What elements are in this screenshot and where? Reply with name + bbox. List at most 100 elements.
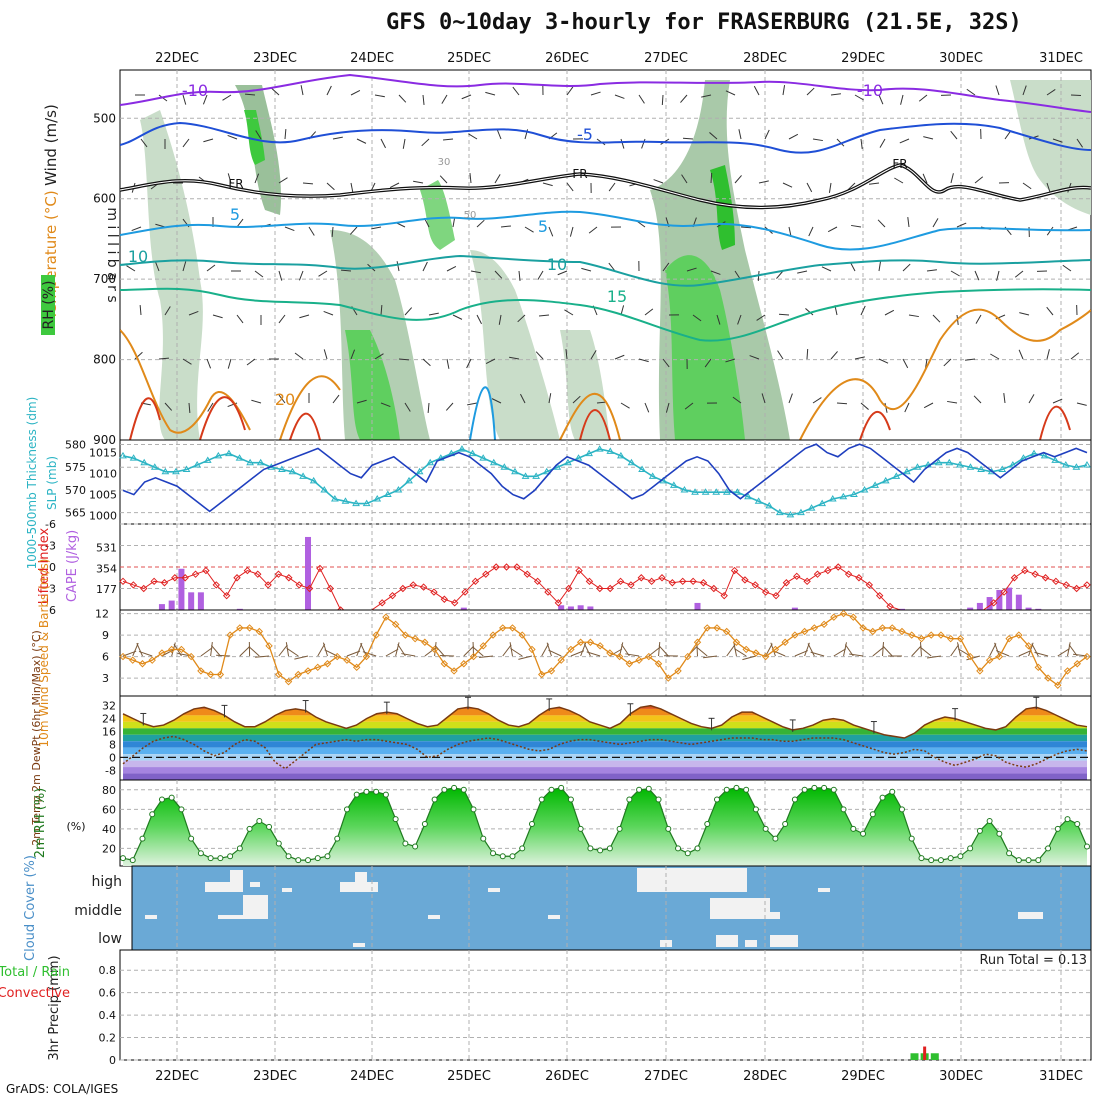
humidity-area <box>120 784 1090 866</box>
wind-speed-point <box>898 627 906 636</box>
thickness-tick-label: 575 <box>65 461 86 474</box>
thickness-tick-label: 565 <box>65 507 86 520</box>
cloud-cover-panel: high middle low Cloud Cover (%) <box>23 855 1092 961</box>
humidity-point <box>587 845 594 852</box>
thickness-point <box>797 508 805 516</box>
wind-barb <box>498 314 502 325</box>
surface-wind-barb <box>317 643 326 657</box>
lifted-index-point <box>741 576 749 584</box>
surface-wind-barb <box>911 645 922 657</box>
surface-wind-barb <box>434 642 437 657</box>
slp-line <box>122 443 1088 513</box>
wind-barb <box>581 267 592 272</box>
thickness-point <box>564 458 572 466</box>
wind-barb <box>452 217 456 228</box>
surface-wind-barb <box>385 648 399 657</box>
lifted-index-point <box>772 591 780 600</box>
wind-speed-point <box>129 656 137 664</box>
surface-wind-barb <box>726 644 736 657</box>
thickness-point <box>479 454 488 461</box>
cape-tick-label: 177 <box>96 583 117 596</box>
cape-axis-label: CAPE (J/kg) <box>65 530 80 602</box>
lifted-index-point <box>813 570 822 578</box>
thickness-point <box>786 510 795 518</box>
temperature-contour-label: 20 <box>275 390 295 409</box>
wind-barb <box>740 226 752 229</box>
wind-speed-point <box>430 645 439 654</box>
humidity-point <box>1015 857 1022 864</box>
humidity-point <box>1006 850 1013 857</box>
temperature-contour-label: 10 <box>547 255 567 274</box>
wind-barb <box>254 270 264 278</box>
thickness-point <box>193 461 202 468</box>
lifted-index-tick-label: 3 <box>49 583 56 596</box>
wind-speed-point <box>1054 681 1062 689</box>
wind-barb <box>518 270 521 281</box>
date-label-top: 28DEC <box>743 51 787 66</box>
surface-wind-barb <box>216 654 231 657</box>
thickness-point <box>352 499 360 507</box>
wind-barb <box>638 94 645 104</box>
upper-air-side-labels: Wind (m/s) Temperature (°C) RH (%) <box>41 104 60 335</box>
temperature-band <box>123 728 1087 735</box>
surface-wind-barb <box>920 646 932 657</box>
humidity-point <box>373 788 380 795</box>
thickness-tick-label: 580 <box>65 439 86 452</box>
date-label-bottom: 27DEC <box>644 1069 688 1084</box>
temperature-contours <box>120 73 1091 440</box>
humidity-point <box>499 853 506 860</box>
wind-barb <box>517 314 526 323</box>
lifted-index-point <box>233 574 241 582</box>
humidity-point <box>713 796 720 803</box>
wind-speed-point <box>956 634 965 643</box>
thickness-point <box>309 476 318 484</box>
surface-wind-barb <box>950 644 960 657</box>
wind-speed-point <box>479 642 487 650</box>
lifted-index-point <box>1021 566 1029 575</box>
humidity-tick-label: 80 <box>102 784 116 797</box>
surface-wind-barb <box>609 648 623 657</box>
humidity-point <box>782 820 789 827</box>
surface-wind-barb <box>541 643 549 657</box>
lifted-index-point <box>430 588 438 596</box>
temperature-band <box>123 734 1087 742</box>
wind-barb <box>701 94 712 98</box>
humidity-point <box>490 850 497 857</box>
humidity-point <box>889 788 896 795</box>
wind-barb <box>207 402 214 412</box>
humidity-point <box>1045 845 1052 852</box>
lifted-index-cape-panel: -6 -3 0 3 6 531 354 177 Lifted Index CAPE (J/kg… <box>37 518 1092 617</box>
precip-legend-total: Total / Rain <box>0 965 70 980</box>
thickness-point <box>871 481 880 488</box>
wind-barb <box>860 305 866 316</box>
surface-wind-barb <box>966 655 981 661</box>
wind-speed-point <box>771 645 780 654</box>
humidity-point <box>285 853 292 860</box>
humidity-point <box>986 818 993 825</box>
humidity-axis-label: 2m RH (%) <box>33 788 48 859</box>
wind-barb <box>356 399 367 404</box>
surface-wind-barb <box>1057 648 1070 657</box>
wind-barb <box>374 94 385 98</box>
wind-barb <box>1004 130 1012 140</box>
date-label-top: 22DEC <box>155 51 199 66</box>
wind-speed-point <box>401 631 410 639</box>
wind-speed-point <box>518 631 526 639</box>
wind-barb <box>686 267 697 272</box>
wind-barb <box>758 180 769 184</box>
humidity-point <box>256 818 263 825</box>
cape-bar <box>898 608 905 610</box>
temperature-axis-label: 2m Temp 2m DewPt (6hr Min/Max) (°C) <box>30 630 43 846</box>
surface-wind-barb <box>882 645 893 657</box>
cape-bar <box>1015 594 1022 610</box>
wind-tick-label: 3 <box>102 672 109 685</box>
wind-barb <box>709 132 718 140</box>
humidity-point <box>178 806 185 813</box>
wind-speed-point <box>1034 663 1043 672</box>
surface-wind-barb <box>794 650 808 657</box>
humidity-point <box>947 855 954 862</box>
thickness-point <box>150 463 159 470</box>
wind-barb <box>1046 182 1051 193</box>
wind-speed-point <box>537 670 546 679</box>
cape-bar <box>976 602 983 610</box>
